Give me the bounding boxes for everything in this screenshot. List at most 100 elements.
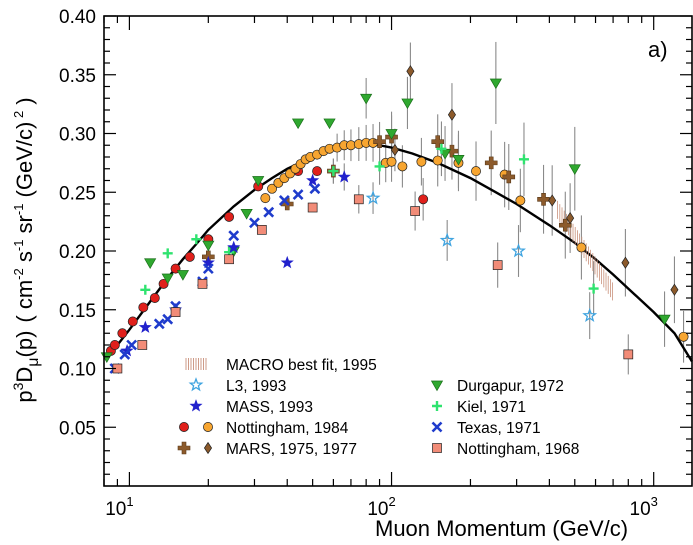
legend-marker-l3-1993 xyxy=(188,377,204,392)
y-title-sr: sr xyxy=(12,215,37,239)
legend-label-mass-1993: MASS, 1993 xyxy=(226,399,313,416)
durgapur-1972-point xyxy=(100,352,113,363)
y-tick-label: 0.30 xyxy=(59,125,96,146)
durgapur-1972-point xyxy=(568,164,581,175)
nottingham-orange-point xyxy=(678,331,689,342)
y-title-open: ( cm xyxy=(12,280,37,323)
mars-diamond-point xyxy=(406,65,415,78)
texas-1971-point xyxy=(162,313,174,325)
y-tick-label: 0.35 xyxy=(59,66,96,87)
nottingham-1984-point xyxy=(184,251,195,262)
mars-diamond-point xyxy=(621,256,630,269)
plot-frame xyxy=(103,15,693,487)
nottingham-1984-point xyxy=(109,340,120,350)
y-title-D: D xyxy=(12,367,37,383)
y-title-e1: -2 xyxy=(11,268,26,280)
kiel-1971-point xyxy=(588,283,599,294)
mars-1975-1977-point xyxy=(537,193,550,206)
texas-1971-point xyxy=(263,206,275,218)
x-tick-exp: 1 xyxy=(126,494,133,509)
nottingham-1968-point xyxy=(492,260,503,270)
y-title-close: ) xyxy=(12,97,37,110)
nottingham-orange-point xyxy=(432,155,443,166)
mars-diamond-point xyxy=(390,143,399,157)
nottingham-orange-point xyxy=(260,193,271,204)
y-title-s: s xyxy=(12,251,37,268)
legend-label-nottingham-1968: Nottingham, 1968 xyxy=(457,441,579,458)
y-tick-label: 0.05 xyxy=(59,418,96,439)
mass-1993-point xyxy=(337,170,351,183)
legend-marker-nottingham-1968 xyxy=(432,443,442,453)
legend-label-mars-1975-1977: MARS, 1975, 1977 xyxy=(226,441,357,458)
nottingham-1968-point xyxy=(137,340,148,350)
y-title-mu: μ xyxy=(25,357,42,366)
mass-1993-point xyxy=(306,173,320,187)
nottingham-1984-point xyxy=(149,293,160,303)
legend-marker-nottingham-1984-b xyxy=(203,422,213,432)
mars-diamond-point xyxy=(548,194,557,207)
nottingham-1984-point xyxy=(312,166,323,177)
mars-1975-1977-point xyxy=(373,135,386,149)
durgapur-1972-point xyxy=(385,129,398,140)
nottingham-1984-point xyxy=(117,328,128,339)
legend-marker-mars-1975-1977 xyxy=(177,441,191,455)
y-title-arg: (p) xyxy=(12,331,37,358)
kiel-1971-point xyxy=(436,143,447,154)
durgapur-1972-point xyxy=(658,314,671,326)
x-tick-base: 10 xyxy=(105,499,126,520)
nottingham-1968-point xyxy=(353,194,364,205)
legend-label-l3-1993: L3, 1993 xyxy=(226,378,286,395)
legend-label-kiel-1971: Kiel, 1971 xyxy=(457,399,526,416)
nottingham-1968-point xyxy=(256,225,267,235)
durgapur-1972-point xyxy=(202,240,215,252)
l3-1993-point xyxy=(439,232,455,247)
nottingham-1984-point xyxy=(224,211,235,222)
y-tick-label: 0.15 xyxy=(59,301,96,322)
texas-1971-point xyxy=(228,230,240,242)
kiel-1971-point xyxy=(162,248,173,259)
texas-1971-point xyxy=(126,339,138,351)
mars-diamond-point xyxy=(670,283,679,296)
x-tick-label: 101 xyxy=(105,494,133,520)
l3-1993-point xyxy=(365,190,381,205)
legend-label-nottingham-1984: Nottingham, 1984 xyxy=(226,420,349,437)
panel-label: a) xyxy=(648,37,668,62)
y-tick-label: 0.20 xyxy=(59,242,96,263)
x-axis-title: Muon Momentum (GeV/c) xyxy=(375,516,628,541)
nottingham-1968-point xyxy=(197,279,208,289)
nottingham-orange-point xyxy=(416,156,427,167)
durgapur-1972-point xyxy=(489,78,502,90)
x-tick-base: 10 xyxy=(367,499,388,520)
durgapur-1972-point xyxy=(452,155,465,166)
kiel-1971-point xyxy=(191,234,202,245)
y-tick-label: 0.40 xyxy=(59,7,96,28)
nottingham-1968-point xyxy=(623,349,634,360)
durgapur-1972-point xyxy=(176,270,190,281)
legend-label-texas-1971: Texas, 1971 xyxy=(457,420,541,437)
texas-1971-point xyxy=(153,318,165,330)
legend: MACRO best fit, 1995 L3, 1993 MASS, 1993 No… xyxy=(177,357,579,458)
legend-label-macro-best-fit-1995: MACRO best fit, 1995 xyxy=(226,357,377,374)
durgapur-1972-point xyxy=(161,273,174,285)
legend-marker-texas-1971 xyxy=(431,421,443,433)
x-tick-exp: 3 xyxy=(651,494,658,509)
nottingham-1968-point xyxy=(307,202,318,213)
durgapur-1972-point xyxy=(401,98,414,110)
y-title-e4: 2 xyxy=(11,111,26,122)
legend-marker-kiel-1971 xyxy=(432,401,442,411)
nottingham-orange-point xyxy=(515,195,526,206)
texas-1971-point xyxy=(292,189,304,201)
mass-1993-point xyxy=(201,255,215,269)
y-tick-label: 0.10 xyxy=(59,360,96,381)
nottingham-1968-point xyxy=(224,254,234,265)
y-tick-label: 0.25 xyxy=(59,183,96,204)
nottingham-1984-point xyxy=(127,316,138,327)
mars-diamond-point xyxy=(447,108,456,121)
durgapur-1972-point xyxy=(291,118,305,130)
y-title-gev: (GeV/c) xyxy=(12,122,37,204)
durgapur-1972-point xyxy=(360,93,373,105)
texas-1971-point xyxy=(309,183,321,195)
mass-1993-point xyxy=(280,255,294,269)
